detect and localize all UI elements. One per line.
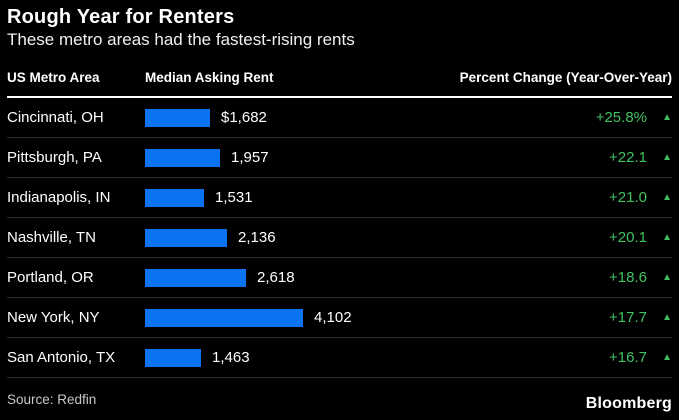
percent-value: +18.6 bbox=[609, 269, 647, 286]
table-row: Nashville, TN 2,136 +20.1 ▲ bbox=[7, 218, 672, 258]
rent-bar-cell: 4,102 bbox=[145, 298, 587, 337]
rent-bar-cell: 1,463 bbox=[145, 338, 587, 377]
table-row: New York, NY 4,102 +17.7 ▲ bbox=[7, 298, 672, 338]
percent-value: +17.7 bbox=[609, 309, 647, 326]
rent-value: 1,531 bbox=[215, 189, 253, 206]
chart-footer: Source: Redfin Bloomberg bbox=[7, 378, 672, 413]
column-header-rent: Median Asking Rent bbox=[145, 70, 274, 85]
rent-bar-cell: 2,136 bbox=[145, 218, 587, 257]
rent-bar-cell: 1,957 bbox=[145, 138, 587, 177]
rent-bar bbox=[145, 228, 227, 247]
rent-value: 4,102 bbox=[314, 309, 352, 326]
percent-cell: +16.7 ▲ bbox=[587, 349, 672, 366]
percent-value: +16.7 bbox=[609, 349, 647, 366]
rent-bar bbox=[145, 148, 220, 167]
rent-bar bbox=[145, 308, 303, 327]
up-arrow-icon: ▲ bbox=[662, 352, 672, 363]
metro-label: Indianapolis, IN bbox=[7, 189, 111, 206]
table-row: San Antonio, TX 1,463 +16.7 ▲ bbox=[7, 338, 672, 378]
up-arrow-icon: ▲ bbox=[662, 112, 672, 123]
rent-bar bbox=[145, 268, 246, 287]
up-arrow-icon: ▲ bbox=[662, 152, 672, 163]
table-row: Portland, OR 2,618 +18.6 ▲ bbox=[7, 258, 672, 298]
percent-cell: +22.1 ▲ bbox=[587, 149, 672, 166]
chart-subtitle: These metro areas had the fastest-rising… bbox=[7, 30, 355, 49]
rent-bar bbox=[145, 108, 210, 127]
percent-cell: +20.1 ▲ bbox=[587, 229, 672, 246]
table-header: US Metro Area Median Asking Rent Percent… bbox=[7, 70, 672, 98]
metro-label: Cincinnati, OH bbox=[7, 109, 104, 126]
metro-label: Nashville, TN bbox=[7, 229, 96, 246]
up-arrow-icon: ▲ bbox=[662, 232, 672, 243]
percent-cell: +21.0 ▲ bbox=[587, 189, 672, 206]
rent-bar-cell: $1,682 bbox=[145, 98, 587, 137]
table-row: Indianapolis, IN 1,531 +21.0 ▲ bbox=[7, 178, 672, 218]
metro-label: San Antonio, TX bbox=[7, 349, 116, 366]
chart-title: Rough Year for Renters bbox=[7, 6, 235, 28]
percent-cell: +25.8% ▲ bbox=[587, 109, 672, 126]
metro-label: Portland, OR bbox=[7, 269, 94, 286]
metro-label: Pittsburgh, PA bbox=[7, 149, 102, 166]
column-header-metro: US Metro Area bbox=[7, 70, 100, 85]
rent-bar bbox=[145, 348, 201, 367]
percent-cell: +18.6 ▲ bbox=[587, 269, 672, 286]
source-note: Source: Redfin bbox=[7, 392, 97, 407]
rent-value: 1,957 bbox=[231, 149, 269, 166]
rent-value: 2,136 bbox=[238, 229, 276, 246]
percent-value: +20.1 bbox=[609, 229, 647, 246]
rent-bar bbox=[145, 188, 204, 207]
rent-value: $1,682 bbox=[221, 109, 267, 126]
percent-value: +25.8% bbox=[595, 109, 647, 126]
rent-value: 2,618 bbox=[257, 269, 295, 286]
rent-value: 1,463 bbox=[212, 349, 250, 366]
percent-value: +21.0 bbox=[609, 189, 647, 206]
rent-bar-cell: 2,618 bbox=[145, 258, 587, 297]
rent-bar-cell: 1,531 bbox=[145, 178, 587, 217]
percent-value: +22.1 bbox=[609, 149, 647, 166]
bloomberg-logo: Bloomberg bbox=[585, 395, 672, 412]
metro-label: New York, NY bbox=[7, 309, 100, 326]
up-arrow-icon: ▲ bbox=[662, 272, 672, 283]
up-arrow-icon: ▲ bbox=[662, 312, 672, 323]
column-header-percent-change: Percent Change (Year-Over-Year) bbox=[459, 70, 672, 85]
up-arrow-icon: ▲ bbox=[662, 192, 672, 203]
percent-cell: +17.7 ▲ bbox=[587, 309, 672, 326]
table-body: Cincinnati, OH $1,682 +25.8% ▲ Pittsburg… bbox=[7, 98, 672, 378]
table-row: Cincinnati, OH $1,682 +25.8% ▲ bbox=[7, 98, 672, 138]
table-row: Pittsburgh, PA 1,957 +22.1 ▲ bbox=[7, 138, 672, 178]
